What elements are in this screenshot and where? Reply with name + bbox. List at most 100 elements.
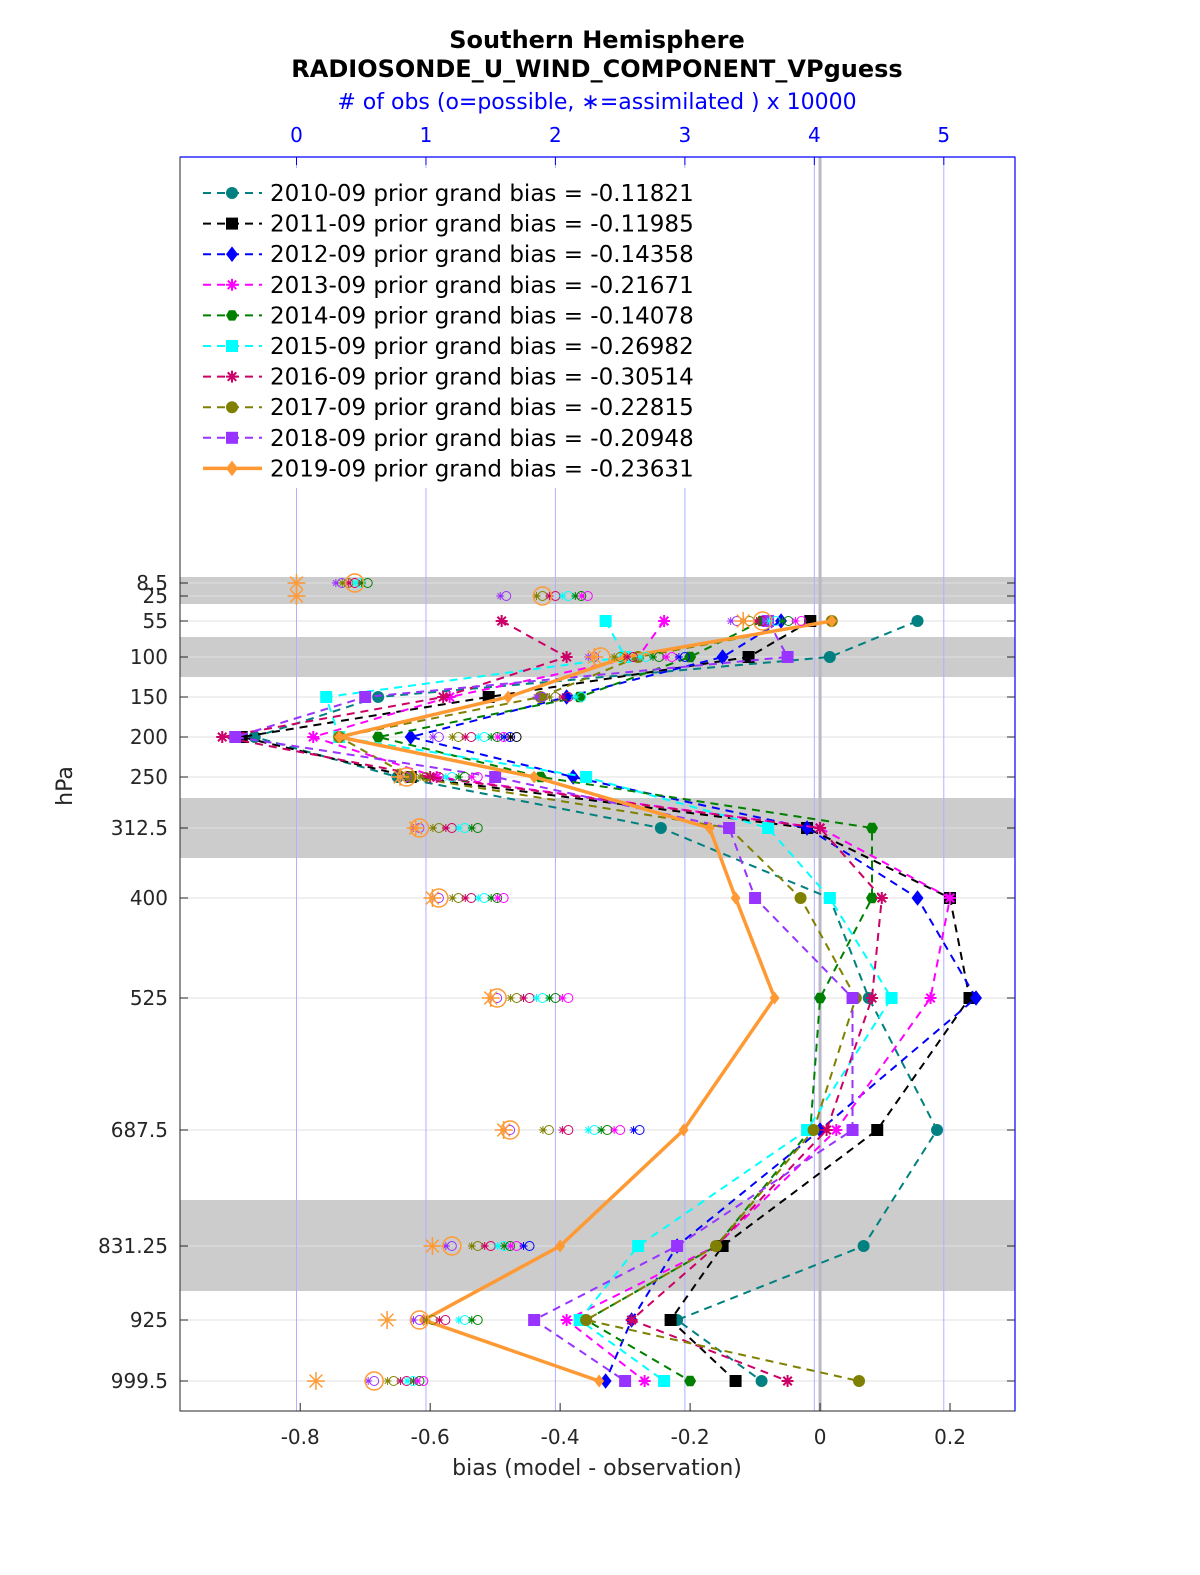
star-stroke — [436, 1316, 443, 1324]
top-tick-label: 5 — [937, 123, 950, 147]
star-stroke — [429, 773, 437, 781]
obs-assimilated-marker — [623, 653, 632, 661]
chart-subtitle: RADIOSONDE_U_WIND_COMPONENT_VPguess — [291, 55, 902, 83]
obs-assimilated-2019 — [494, 1121, 513, 1139]
star-stroke — [455, 824, 462, 832]
obs-possible-2019 — [364, 1371, 384, 1391]
star-stroke — [468, 824, 475, 832]
data-point — [866, 892, 878, 904]
star-stroke — [289, 589, 304, 603]
star-stroke — [578, 592, 585, 600]
data-point — [528, 1314, 541, 1326]
star-stroke — [792, 617, 799, 625]
data-point — [794, 892, 807, 904]
data-point — [599, 1373, 612, 1389]
data-point — [762, 822, 775, 834]
series-line — [234, 620, 854, 1382]
data-point — [489, 771, 502, 783]
legend-entry: 2010-09 prior grand bias = -0.11821 — [270, 181, 694, 207]
series-line — [410, 620, 978, 1382]
data-point — [580, 1314, 593, 1326]
obs-assimilated-marker — [415, 773, 424, 781]
legend-entry: 2013-09 prior grand bias = -0.21671 — [270, 273, 694, 299]
star-stroke — [227, 279, 237, 290]
series-line — [377, 620, 873, 1382]
star-stroke — [481, 1242, 488, 1250]
obs-assimilated-marker — [558, 592, 567, 600]
obs-assimilated-marker — [610, 653, 619, 661]
obs-assimilated-marker — [674, 653, 683, 661]
obs-assimilated-marker — [480, 1242, 489, 1250]
obs-assimilated-marker — [778, 617, 787, 625]
data-point — [853, 1375, 866, 1387]
star-stroke — [539, 1126, 547, 1134]
star-stroke — [598, 1126, 605, 1134]
x-tick-label: -0.4 — [541, 1425, 580, 1449]
obs-possible-2019 — [442, 1236, 462, 1256]
star-stroke — [414, 1377, 421, 1385]
obs-possible-2019 — [345, 573, 365, 593]
legend-entry: 2014-09 prior grand bias = -0.14078 — [270, 303, 694, 329]
star-stroke — [610, 653, 618, 661]
obs-assimilated-2019 — [481, 989, 500, 1007]
legend-marker — [226, 278, 238, 291]
legend-marker — [226, 370, 238, 383]
obs-assimilated-marker — [441, 824, 450, 832]
legend-marker — [226, 246, 238, 262]
grid-lines — [180, 157, 1015, 1411]
star-stroke — [561, 652, 572, 662]
star-stroke — [659, 616, 670, 626]
data-point — [846, 992, 859, 1004]
series-line — [222, 620, 883, 1382]
top-tick-label: 0 — [290, 123, 303, 147]
obs-assimilated-marker — [506, 733, 515, 741]
legend-marker — [226, 431, 238, 444]
star-stroke — [309, 1374, 323, 1388]
obs-assimilated-2019 — [423, 889, 442, 907]
data-point — [671, 1240, 684, 1252]
y-tick-label: 525 — [130, 986, 168, 1010]
data-point — [885, 992, 898, 1004]
star-stroke — [546, 693, 553, 701]
obs-assimilated-marker — [519, 994, 528, 1002]
obs-assimilated-2019 — [585, 648, 604, 666]
data-point — [658, 615, 671, 627]
star-stroke — [410, 1316, 417, 1324]
obs-assimilated-marker — [474, 733, 483, 741]
star-stroke — [500, 1242, 508, 1250]
obs-assimilated-marker — [413, 1377, 422, 1385]
data-point — [826, 614, 837, 628]
star-stroke — [365, 1377, 372, 1385]
star-stroke — [500, 733, 508, 741]
data-point — [638, 1375, 651, 1387]
data-point — [320, 691, 333, 703]
star-stroke — [867, 993, 877, 1003]
level-band — [180, 590, 1015, 604]
obs-assimilated-marker — [448, 894, 457, 902]
top-ticks: 0 1 2 3 4 5 — [290, 123, 950, 165]
top-tick-label: 2 — [549, 123, 562, 147]
obs-assimilated-marker — [383, 1377, 392, 1385]
star-stroke — [429, 824, 437, 832]
series-line — [324, 620, 893, 1382]
obs-assimilated-marker — [532, 994, 541, 1002]
y-tick-label: 100 — [130, 645, 168, 669]
star-stroke — [821, 1125, 832, 1135]
chart-title: Southern Hemisphere — [449, 26, 745, 54]
data-point — [619, 1375, 632, 1387]
star-stroke — [639, 1376, 650, 1386]
data-point — [359, 691, 372, 703]
legend: 2010-09 prior grand bias = -0.11821 2011-… — [190, 168, 740, 488]
legend-entry: 2015-09 prior grand bias = -0.26982 — [270, 334, 694, 360]
data-point — [229, 731, 242, 743]
y-tick-label: 200 — [130, 725, 168, 749]
y-tick-label: 150 — [130, 685, 168, 709]
star-stroke — [425, 1239, 440, 1253]
star-stroke — [496, 1123, 511, 1137]
star-stroke — [610, 1126, 618, 1134]
series-line — [336, 620, 860, 1382]
data-point — [625, 1314, 638, 1326]
data-point — [555, 1239, 566, 1253]
star-stroke — [494, 1242, 501, 1250]
